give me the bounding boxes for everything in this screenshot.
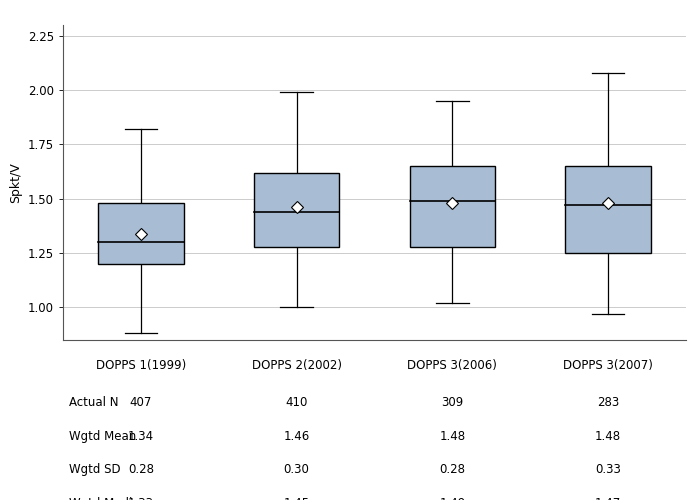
Text: DOPPS 1(1999): DOPPS 1(1999) [96,359,186,372]
Text: 407: 407 [130,396,152,409]
Text: 1.33: 1.33 [128,497,154,500]
Text: 410: 410 [286,396,308,409]
Text: 1.45: 1.45 [284,497,309,500]
Text: 309: 309 [441,396,463,409]
Text: 0.30: 0.30 [284,463,309,476]
Text: Wgtd SD: Wgtd SD [69,463,121,476]
Bar [254,172,340,246]
Text: Wgtd Mean: Wgtd Mean [69,430,136,442]
Y-axis label: Spkt/V: Spkt/V [9,162,22,203]
Text: 0.28: 0.28 [128,463,154,476]
Text: 1.49: 1.49 [440,497,466,500]
Bar [98,203,183,264]
Text: DOPPS 3(2006): DOPPS 3(2006) [407,359,497,372]
Text: 0.28: 0.28 [440,463,466,476]
Text: 1.46: 1.46 [284,430,309,442]
Bar [410,166,495,246]
Bar [566,166,651,253]
Text: 1.34: 1.34 [128,430,154,442]
Text: 1.47: 1.47 [595,497,622,500]
Text: Wgtd Median: Wgtd Median [69,497,148,500]
Text: DOPPS 2(2002): DOPPS 2(2002) [251,359,342,372]
Text: 1.48: 1.48 [595,430,621,442]
Text: DOPPS 3(2007): DOPPS 3(2007) [564,359,653,372]
Text: 1.48: 1.48 [440,430,466,442]
Text: Actual N: Actual N [69,396,119,409]
Text: 0.33: 0.33 [595,463,621,476]
Text: 283: 283 [597,396,620,409]
